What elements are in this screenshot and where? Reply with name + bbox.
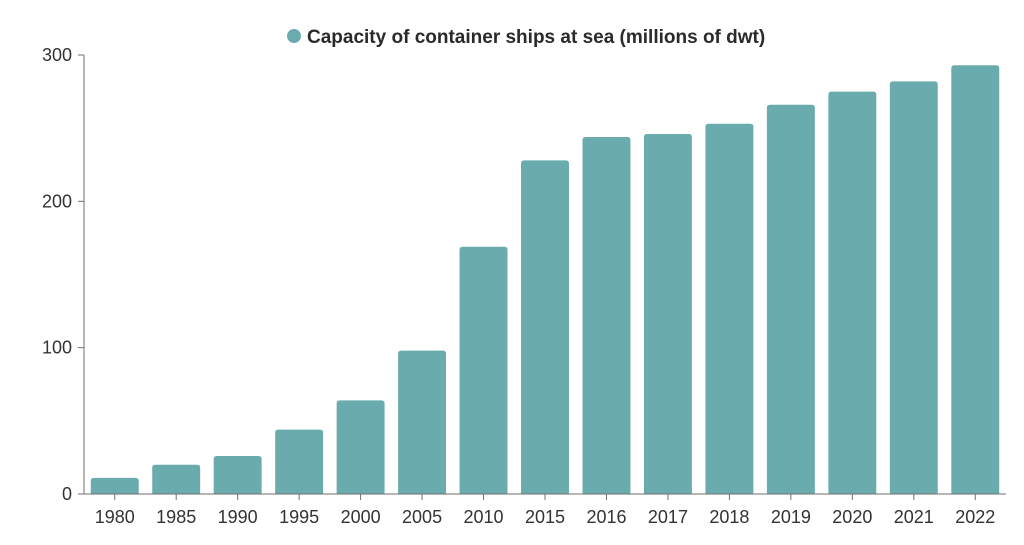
bar-2020 <box>828 91 877 494</box>
x-tick-label: 1990 <box>218 507 258 527</box>
y-tick-label: 300 <box>42 45 72 65</box>
bar-1985 <box>152 464 201 494</box>
x-tick-label: 2015 <box>525 507 565 527</box>
x-tick-label: 2000 <box>341 507 381 527</box>
bar-2016 <box>582 136 631 495</box>
bar-2017 <box>643 134 692 494</box>
y-axis: 0 100 200 300 <box>42 45 85 504</box>
bar-2018 <box>705 123 754 494</box>
x-tick-label: 2019 <box>771 507 811 527</box>
bar-1990 <box>213 455 262 494</box>
x-tick-label: 2016 <box>586 507 626 527</box>
x-tick-label: 1985 <box>156 507 196 527</box>
legend-swatch <box>287 29 301 43</box>
x-tick-label: 2018 <box>709 507 749 527</box>
bar-2000 <box>336 400 385 494</box>
x-tick-label: 2005 <box>402 507 442 527</box>
x-tick-label: 2017 <box>648 507 688 527</box>
bars <box>90 65 1000 495</box>
x-tick-label: 2022 <box>955 507 995 527</box>
x-tick-label: 2020 <box>832 507 872 527</box>
bar-1980 <box>90 477 139 494</box>
x-tick-label: 2010 <box>464 507 504 527</box>
bar-1995 <box>275 429 324 494</box>
bar-2010 <box>459 246 508 494</box>
legend-label: Capacity of container ships at sea (mill… <box>307 27 765 48</box>
x-tick-label: 2021 <box>894 507 934 527</box>
bar-2019 <box>766 104 815 495</box>
bar-2015 <box>521 160 569 495</box>
bar-2021 <box>889 81 938 494</box>
bar-2005 <box>398 350 447 494</box>
x-tick-label: 1980 <box>95 507 135 527</box>
x-tick-label: 1995 <box>279 507 319 527</box>
y-tick-label: 0 <box>62 484 72 504</box>
x-axis: 1980 1985 1990 1995 2000 2005 2010 2015 2016 2017… <box>84 493 1006 527</box>
y-tick-label: 200 <box>42 191 72 211</box>
legend: Capacity of container ships at sea (mill… <box>287 27 765 48</box>
bar-2022 <box>951 65 1000 494</box>
y-tick-label: 100 <box>42 338 72 358</box>
